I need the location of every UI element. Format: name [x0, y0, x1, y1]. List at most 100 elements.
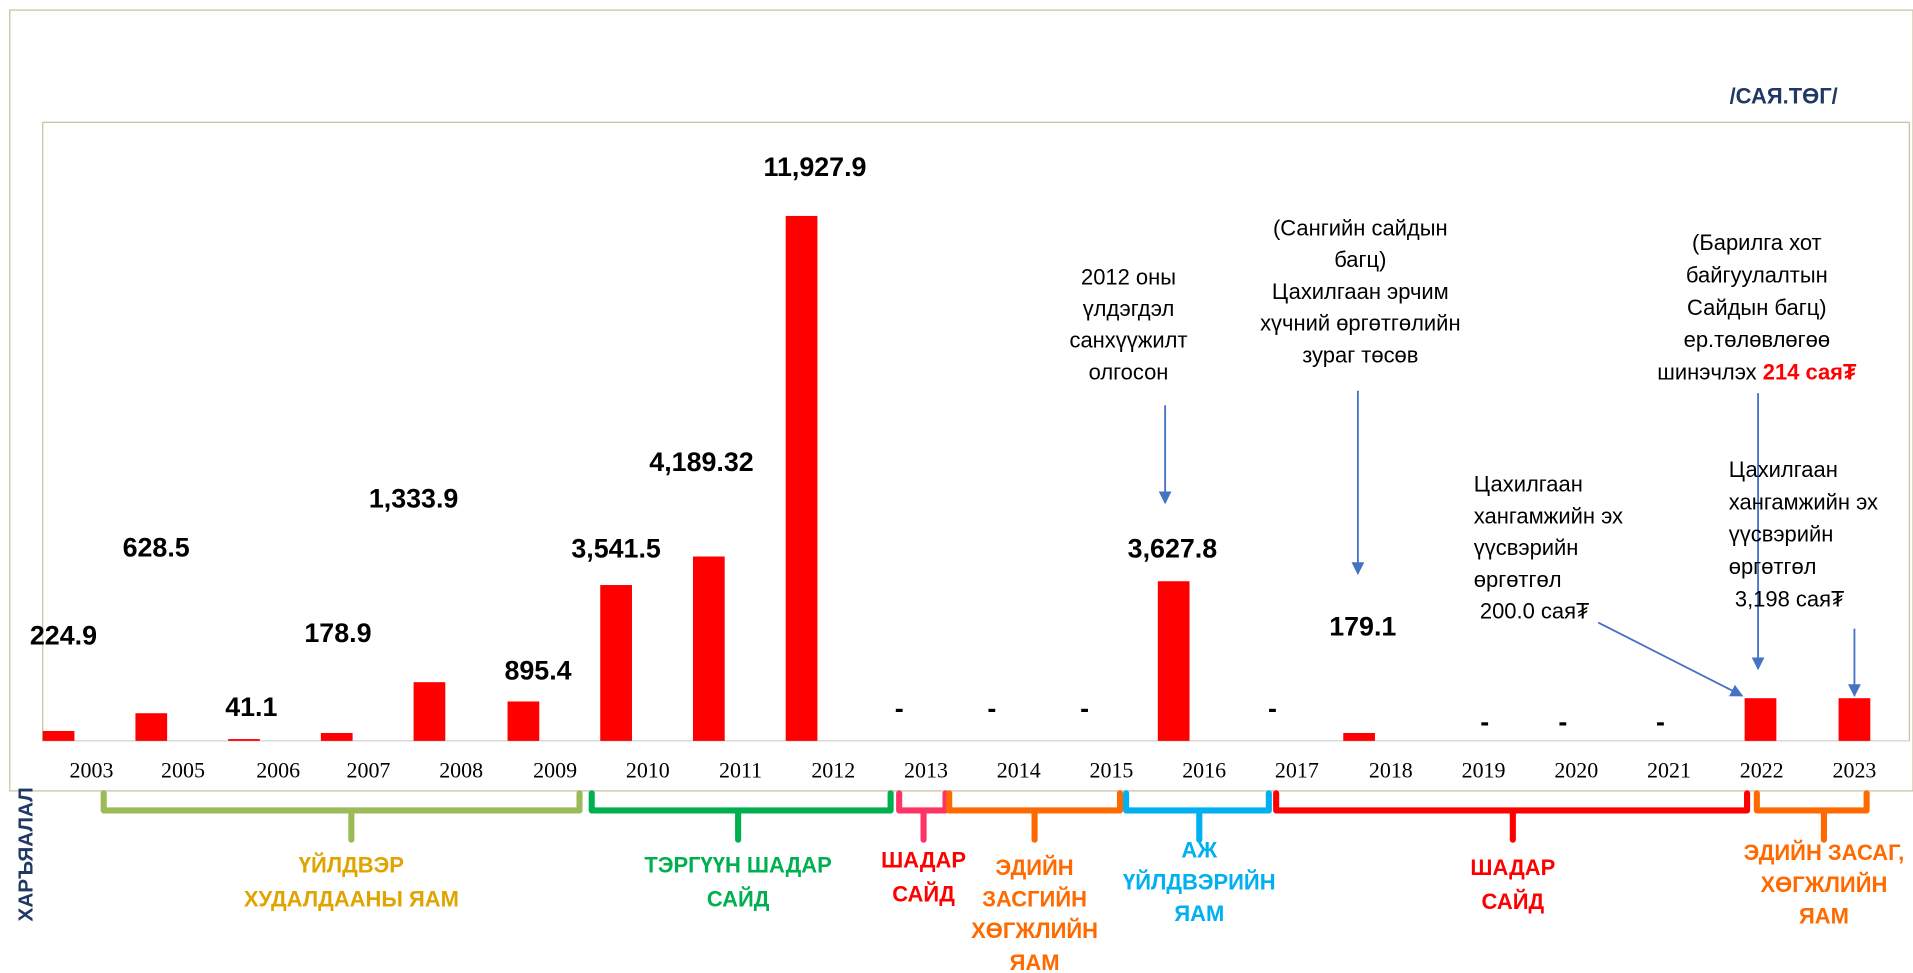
group-label: ЗАСГИЙН	[982, 886, 1087, 911]
x-tick-label: 2009	[533, 758, 577, 783]
group-label: ҮЙЛДВЭР	[299, 852, 404, 877]
value-label: 3,627.8	[1128, 534, 1218, 564]
bar	[228, 739, 260, 741]
value-label: -	[1656, 707, 1665, 737]
value-label: -	[1268, 693, 1277, 723]
bar	[135, 713, 168, 741]
bar	[413, 682, 446, 741]
value-label: 224.9	[30, 620, 97, 650]
group-label: ТЭРГҮҮН ШАДАР	[644, 852, 831, 877]
value-label: -	[1558, 707, 1567, 737]
bar	[507, 701, 540, 741]
group-label: САЙД	[892, 882, 955, 907]
group-label: САЙД	[1482, 889, 1545, 914]
annotation-line: 2012 оны	[1081, 264, 1176, 289]
x-tick-label: 2020	[1554, 758, 1598, 783]
group-brace	[1123, 790, 1272, 843]
annotation-line: Цахилгаан	[1474, 472, 1583, 497]
group-brace	[896, 790, 949, 843]
group-brace	[588, 790, 894, 843]
group-label: САЙД	[707, 886, 770, 911]
value-label: 895.4	[504, 656, 571, 686]
x-tick-label: 2023	[1832, 758, 1876, 783]
annotation-line: Цахилгаан	[1729, 457, 1838, 482]
value-label: 178.9	[304, 618, 371, 648]
annotation-line: хангамжийн эх	[1729, 489, 1878, 514]
x-tick-label: 2012	[811, 758, 855, 783]
x-tick-label: 2005	[161, 758, 205, 783]
annotation-line: зураг төсөв	[1302, 342, 1418, 367]
group-label: ХӨГЖЛИЙН	[1761, 872, 1888, 897]
bar	[1343, 732, 1375, 741]
annotation-highlight: 200.0 сая₮	[1480, 599, 1590, 624]
bar	[320, 733, 353, 741]
value-label: 3,541.5	[571, 534, 661, 564]
x-tick-label: 2019	[1462, 758, 1506, 783]
group-label: ЯАМ	[1010, 950, 1060, 973]
annotation-line: ер.төлөвлөгөө	[1684, 327, 1830, 352]
bar	[1838, 698, 1871, 741]
annotation-line: Цахилгаан эрчим	[1272, 279, 1449, 304]
value-label: -	[1480, 707, 1489, 737]
group-brace	[1753, 790, 1870, 843]
group-label: ЯАМ	[1174, 901, 1224, 926]
unit-label: /САЯ.ТӨГ/	[1730, 84, 1838, 109]
x-tick-label: 2015	[1089, 758, 1133, 783]
annotation-highlight: 214 сая₮	[1763, 359, 1857, 384]
x-tick-label: 2007	[346, 758, 390, 783]
group-brace	[100, 790, 583, 843]
annotation-line: өргөтгөл	[1474, 567, 1562, 592]
annotation-highlight: 3,198 сая₮	[1735, 586, 1845, 611]
annotation-line: үүсвэрийн	[1729, 522, 1834, 547]
annotation-line: санхүүжилт	[1069, 328, 1187, 353]
bar	[1157, 581, 1190, 741]
x-tick-label: 2021	[1647, 758, 1691, 783]
annotation-line: үлдэгдэл	[1083, 296, 1175, 321]
annotation-line: Сайдын багц)	[1687, 295, 1827, 320]
outer-frame	[9, 9, 1913, 792]
annotation-line: багц)	[1334, 247, 1386, 272]
group-label: ХӨГЖЛИЙН	[971, 918, 1098, 943]
x-tick-label: 2016	[1182, 758, 1226, 783]
value-label: 179.1	[1329, 612, 1396, 642]
annotation-line: байгуулалтын	[1686, 262, 1828, 287]
plot-frame	[42, 121, 1910, 742]
group-label: ШАДАР	[1470, 855, 1555, 880]
value-label: 4,189.32	[649, 447, 753, 477]
x-tick-label: 2014	[997, 758, 1041, 783]
value-label: -	[1080, 693, 1089, 723]
annotation-arrow	[1597, 621, 1744, 697]
value-label: 1,333.9	[369, 484, 459, 514]
bar	[785, 215, 818, 741]
group-label: АЖ	[1181, 838, 1217, 863]
group-label: ЭДИЙН	[996, 855, 1074, 880]
annotation-line: олгосон	[1089, 359, 1169, 384]
annotation-line: хангамжийн эх	[1474, 503, 1623, 528]
annotation-line: үүсвэрийн	[1474, 535, 1579, 560]
group-brace	[1273, 790, 1751, 843]
value-label: -	[987, 693, 996, 723]
bar	[42, 730, 75, 741]
annotation-line: өргөтгөл	[1729, 554, 1817, 579]
bar	[600, 585, 632, 741]
bar	[692, 556, 725, 741]
x-tick-label: 2008	[439, 758, 483, 783]
group-label: ШАДАР	[881, 847, 966, 872]
x-tick-label: 2013	[904, 758, 948, 783]
annotation-line: (Барилга хот	[1692, 230, 1822, 255]
x-tick-label: 2017	[1275, 758, 1319, 783]
x-tick-label: 2022	[1740, 758, 1784, 783]
value-label: 41.1	[225, 692, 277, 722]
x-tick-label: 2003	[70, 758, 114, 783]
annotation-text: шинэчлэх 214 сая₮	[1657, 359, 1857, 384]
value-label: 628.5	[123, 532, 190, 562]
annotation-line: шинэчлэх	[1657, 359, 1756, 384]
x-tick-label: 2006	[256, 758, 300, 783]
group-label: ҮЙЛДВЭРИЙН	[1123, 869, 1276, 894]
group-label: ЭДИЙН ЗАСАГ,	[1744, 840, 1905, 865]
annotation-line: (Сангийн сайдын	[1273, 215, 1448, 240]
value-label: -	[895, 693, 904, 723]
value-label: 11,927.9	[764, 152, 867, 182]
x-tick-label: 2018	[1369, 758, 1413, 783]
